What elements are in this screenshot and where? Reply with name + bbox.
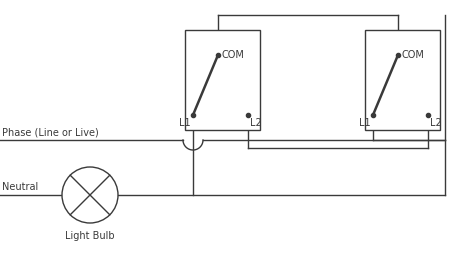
Text: L1: L1 [179, 118, 191, 128]
Bar [365, 30, 440, 130]
Text: Phase (Line or Live): Phase (Line or Live) [2, 127, 99, 137]
Text: L2: L2 [250, 118, 262, 128]
Text: COM: COM [402, 50, 425, 60]
Text: Neutral: Neutral [2, 182, 38, 192]
Text: COM: COM [222, 50, 245, 60]
Circle shape [62, 167, 118, 223]
Text: L1: L1 [359, 118, 371, 128]
Text: L2: L2 [430, 118, 442, 128]
Text: Light Bulb: Light Bulb [65, 231, 115, 241]
Bar [185, 30, 260, 130]
